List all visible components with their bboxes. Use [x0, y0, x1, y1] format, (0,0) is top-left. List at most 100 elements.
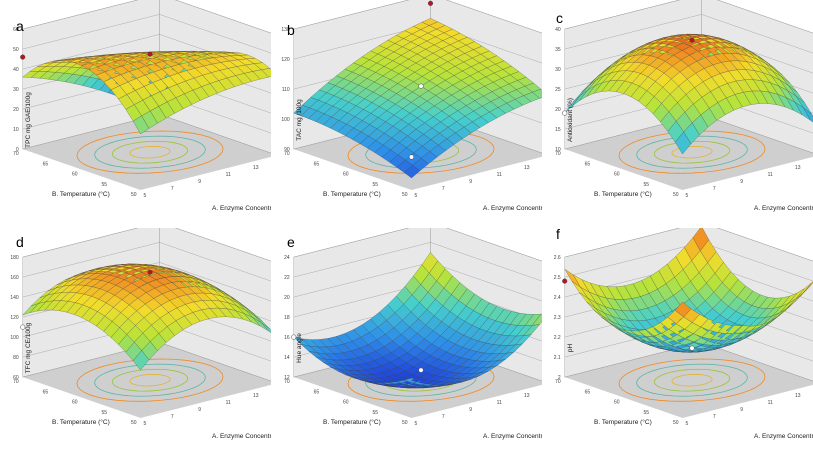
panel-letter-a: a — [16, 18, 24, 34]
surface-patch — [532, 313, 542, 326]
z-tick-label: 25 — [555, 87, 561, 93]
y-tick-label: 60 — [72, 400, 78, 406]
y-tick-label: 50 — [673, 192, 679, 198]
z-tick-label: 100 — [281, 117, 290, 123]
z-tick-label: 120 — [281, 57, 290, 63]
x-tick-label: 5 — [415, 421, 418, 427]
chart-c: 101520253035405791113155055606570A. Enzy… — [555, 0, 813, 212]
z-tick-label: 35 — [555, 47, 561, 53]
contour-line — [618, 358, 766, 402]
z-axis-title: Antioxidant (%) — [567, 98, 574, 142]
z-gridline — [22, 228, 271, 262]
x-tick-label: 11 — [226, 400, 231, 406]
z-tick-label: 130 — [281, 27, 290, 33]
z-tick-label: 100 — [10, 335, 19, 341]
y-tick-label: 65 — [314, 389, 320, 395]
design-point — [291, 334, 297, 340]
contour-line — [111, 368, 189, 392]
design-point — [689, 37, 695, 43]
contour-line — [129, 373, 171, 387]
y-tick-label: 60 — [614, 172, 620, 178]
panel-f: 22.12.22.32.42.52.65791113155055606570A.… — [542, 226, 813, 456]
x-axis-title: A. Enzyme Concentration (%) — [212, 205, 271, 212]
panel-a: 01020304050605791113155055606570A. Enzym… — [0, 0, 271, 228]
z-gridline — [22, 242, 271, 282]
z-tick-label: 2.1 — [554, 355, 561, 361]
panel-c: 101520253035405791113155055606570A. Enzy… — [542, 0, 813, 228]
y-tick-label: 50 — [131, 192, 137, 198]
surface-patch — [803, 281, 813, 293]
z-tick-label: 40 — [555, 27, 561, 33]
z-gridline — [293, 242, 542, 282]
z-tick-label: 80 — [13, 355, 19, 361]
z-tick-label: 16 — [284, 335, 290, 341]
z-tick-label: 40 — [13, 67, 19, 73]
x-tick-label: 11 — [768, 172, 773, 178]
y-tick-label: 70 — [555, 379, 561, 385]
z-tick-label: 2.3 — [554, 315, 561, 321]
x-tick-label: 5 — [144, 421, 147, 427]
chart-d: 60801001201401601805791113155055606570A.… — [10, 228, 271, 440]
design-point — [408, 154, 415, 160]
z-tick-label: 140 — [10, 295, 19, 301]
floor-plane — [564, 114, 813, 190]
x-tick-label: 9 — [469, 407, 472, 413]
z-tick-label: 60 — [13, 375, 19, 381]
z-tick-label: 2 — [558, 375, 561, 381]
y-axis-title: B. Temperature (°C) — [594, 418, 652, 426]
floor-plane — [564, 342, 813, 418]
z-tick-label: 30 — [555, 67, 561, 73]
x-tick-label: 5 — [686, 421, 689, 427]
contour-line — [129, 145, 171, 159]
y-tick-label: 65 — [585, 389, 591, 395]
design-point — [147, 269, 153, 275]
panel-letter-c: c — [556, 10, 563, 26]
z-tick-label: 20 — [555, 107, 561, 113]
x-axis-title: A. Enzyme Concentration (%) — [483, 433, 542, 440]
y-tick-label: 65 — [314, 161, 320, 167]
y-axis-title: B. Temperature (°C) — [323, 418, 381, 426]
z-tick-label: 10 — [13, 127, 19, 133]
x-tick-label: 13 — [795, 393, 801, 399]
z-axis-title: TPC mg GAE/100g — [25, 92, 32, 148]
z-tick-label: 110 — [282, 87, 290, 93]
y-axis-title: B. Temperature (°C) — [52, 190, 110, 198]
x-tick-label: 9 — [469, 179, 472, 185]
design-point — [562, 110, 568, 116]
y-tick-label: 55 — [372, 182, 378, 188]
chart-f: 22.12.22.32.42.52.65791113155055606570A.… — [554, 228, 813, 440]
y-tick-label: 50 — [402, 420, 408, 426]
y-tick-label: 70 — [555, 151, 561, 157]
surface-patch — [261, 322, 271, 333]
z-gridline — [564, 228, 813, 262]
panel-letter-b: b — [287, 22, 295, 38]
design-point — [20, 54, 26, 60]
x-tick-label: 11 — [497, 172, 502, 178]
floor-plane — [22, 342, 271, 418]
x-tick-label: 7 — [442, 414, 445, 420]
z-tick-label: 90 — [284, 147, 290, 153]
z-tick-label: 2.4 — [554, 295, 561, 301]
x-tick-label: 13 — [524, 165, 530, 171]
z-tick-label: 18 — [284, 315, 290, 321]
y-tick-label: 50 — [402, 192, 408, 198]
z-gridline — [22, 0, 271, 34]
design-point — [147, 51, 153, 57]
design-point — [418, 367, 424, 373]
x-tick-label: 5 — [144, 193, 147, 199]
chart-b: 901001101201305791113155055606570A. Enzy… — [281, 0, 542, 212]
y-tick-label: 55 — [643, 182, 649, 188]
z-tick-label: 2.5 — [554, 275, 561, 281]
x-tick-label: 9 — [198, 407, 201, 413]
z-tick-label: 50 — [13, 47, 19, 53]
contour-line — [653, 368, 731, 392]
y-axis-title: B. Temperature (°C) — [594, 190, 652, 198]
z-tick-label: 0 — [16, 147, 19, 153]
z-tick-label: 160 — [10, 275, 19, 281]
x-axis-title: A. Enzyme Concentration (%) — [754, 433, 813, 440]
z-tick-label: 30 — [13, 87, 19, 93]
x-tick-label: 11 — [497, 400, 502, 406]
x-tick-label: 7 — [713, 414, 716, 420]
z-axis-title: TAC mg /100g — [296, 99, 303, 141]
panel-letter-d: d — [16, 234, 24, 250]
